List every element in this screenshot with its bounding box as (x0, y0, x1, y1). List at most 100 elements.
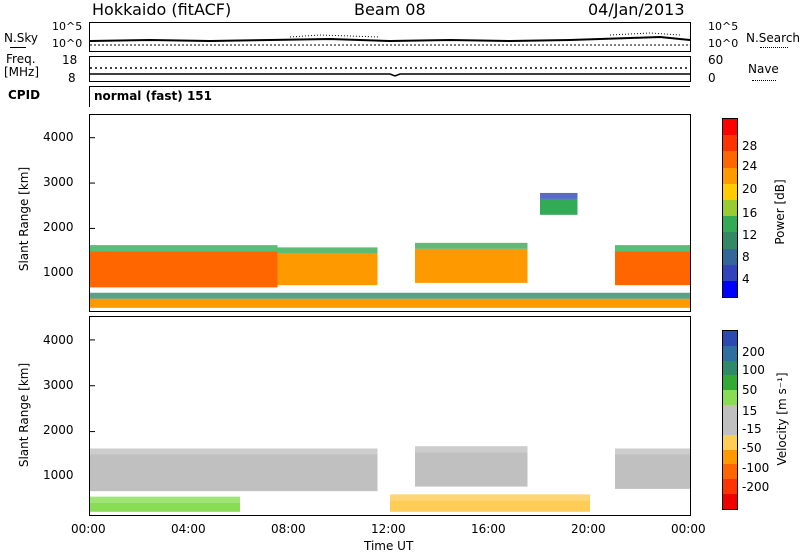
heatmap-region-edge (415, 242, 528, 249)
power-ytick-2000: 2000 (43, 220, 74, 234)
noise-right-tick-top: 10^5 (708, 20, 739, 33)
velocity-panel (89, 316, 691, 516)
power-cbar-swatch (723, 199, 737, 217)
cpid-panel: normal (fast) 151 (89, 86, 690, 107)
power-cbar-swatch (723, 216, 737, 233)
power-cbar-swatch (723, 280, 737, 298)
station-title: Hokkaido (fitACF) (92, 0, 232, 19)
velocity-ytick-4000: 4000 (43, 333, 74, 347)
power-cbar-swatch (723, 151, 737, 168)
velocity-cbar-swatch (723, 360, 737, 376)
power-cbar-tick-4: 4 (742, 272, 750, 286)
velocity-cbar-swatch (723, 449, 737, 465)
freq-right-tick-top: 60 (708, 53, 724, 67)
velocity-cbar-swatch (723, 434, 737, 450)
velocity-colorbar (722, 330, 738, 510)
power-cbar-label: Power [dB] (773, 179, 787, 245)
power-cbar-swatch (723, 183, 737, 200)
heatmap-region-edge (415, 446, 528, 453)
heatmap-region (615, 251, 690, 286)
nave-legend-line (752, 80, 776, 81)
velocity-cbar-swatch (723, 375, 737, 391)
power-cbar-swatch (723, 264, 737, 281)
heatmap-region-edge (90, 292, 690, 299)
power-cbar-swatch (723, 248, 737, 265)
x-axis-tick-label: 12:00 (371, 522, 406, 536)
x-axis-tick-label: 20:00 (571, 522, 606, 536)
freq-left-tick-top: 18 (62, 53, 78, 67)
heatmap-region (540, 198, 578, 215)
velocity-cbar-swatch (723, 405, 737, 420)
power-plot (90, 137, 690, 308)
velocity-cbar-swatch (723, 419, 737, 435)
velocity-ylabel-holder: Slant Range [km] (14, 363, 31, 467)
power-ylabel-holder: Slant Range [km] (14, 167, 31, 271)
freq-right-tick-bottom: 0 (708, 71, 716, 85)
velocity-cbar-tick-neg200: -200 (742, 480, 770, 494)
heatmap-region-edge (390, 494, 590, 501)
velocity-cbar-tick-neg15: -15 (742, 422, 762, 436)
date-title: 04/Jan/2013 (588, 0, 685, 19)
heatmap-region-edge (277, 247, 378, 254)
power-colorbar (722, 118, 738, 298)
freq-unit-label: [MHz] (4, 65, 40, 79)
velocity-ytick-3000: 3000 (43, 378, 74, 392)
heatmap-region (90, 251, 278, 288)
heatmap-region-edge (90, 245, 278, 252)
beam-title: Beam 08 (354, 0, 426, 19)
velocity-ytick-2000: 2000 (43, 423, 74, 437)
heatmap-region (415, 248, 528, 283)
noise-plot (90, 32, 690, 46)
power-panel (89, 114, 691, 312)
power-cbar-tick-12: 12 (742, 228, 758, 242)
velocity-cbar-tick-neg100: -100 (742, 461, 770, 475)
power-ylabel: Slant Range [km] (17, 166, 31, 272)
heatmap-region (90, 502, 240, 512)
noise-left-tick-bottom: 10^0 (52, 37, 83, 50)
freq-plot (90, 67, 690, 77)
heatmap-region-edge (615, 245, 690, 252)
heatmap-region (390, 500, 590, 512)
velocity-cbar-label-holder: Velocity [m s⁻¹] (772, 372, 789, 465)
velocity-cbar-tick-200: 200 (742, 345, 765, 359)
noise-right-tick-bottom: 10^0 (708, 37, 739, 50)
power-ytick-4000: 4000 (43, 130, 74, 144)
power-cbar-tick-8: 8 (742, 250, 750, 264)
x-axis-tick-label: 00:00 (71, 522, 106, 536)
velocity-cbar-swatch (723, 464, 737, 480)
power-cbar-swatch (723, 232, 737, 249)
velocity-cbar-label: Velocity [m s⁻¹] (775, 372, 789, 466)
x-axis-tick-label: 16:00 (471, 522, 506, 536)
velocity-cbar-swatch (723, 331, 737, 346)
velocity-cbar-tick-50: 50 (742, 383, 758, 397)
x-axis-tick-label: 00:00 (671, 522, 706, 536)
noise-left-tick-top: 10^5 (52, 20, 83, 33)
velocity-cbar-swatch (723, 345, 737, 361)
noise-panel (89, 22, 691, 52)
noise-sky-label: N.Sky (4, 31, 39, 45)
velocity-cbar-tick-100: 100 (742, 363, 765, 377)
velocity-cbar-tick-15: 15 (742, 404, 758, 418)
heatmap-region-edge (90, 448, 378, 455)
velocity-plot (90, 339, 690, 512)
heatmap-region (277, 253, 378, 286)
heatmap-region (415, 452, 528, 487)
power-cbar-tick-20: 20 (742, 182, 758, 196)
freq-panel (89, 56, 691, 82)
power-cbar-label-holder: Power [dB] (770, 179, 787, 244)
nave-label: Nave (748, 62, 779, 76)
power-ytick-3000: 3000 (43, 175, 74, 189)
power-cbar-swatch (723, 167, 737, 184)
cpid-value: normal (fast) 151 (94, 89, 212, 103)
x-axis-label: Time UT (364, 539, 414, 553)
velocity-ylabel: Slant Range [km] (17, 362, 31, 468)
velocity-cbar-swatch (723, 494, 737, 509)
power-cbar-tick-16: 16 (742, 206, 758, 220)
velocity-cbar-swatch (723, 390, 737, 406)
heatmap-region-edge (90, 496, 240, 503)
noise-search-legend-line (760, 47, 788, 48)
power-cbar-swatch (723, 119, 737, 136)
velocity-ytick-1000: 1000 (43, 468, 74, 482)
freq-left-tick-bottom: 8 (68, 71, 76, 85)
x-axis-tick-label: 04:00 (171, 522, 206, 536)
